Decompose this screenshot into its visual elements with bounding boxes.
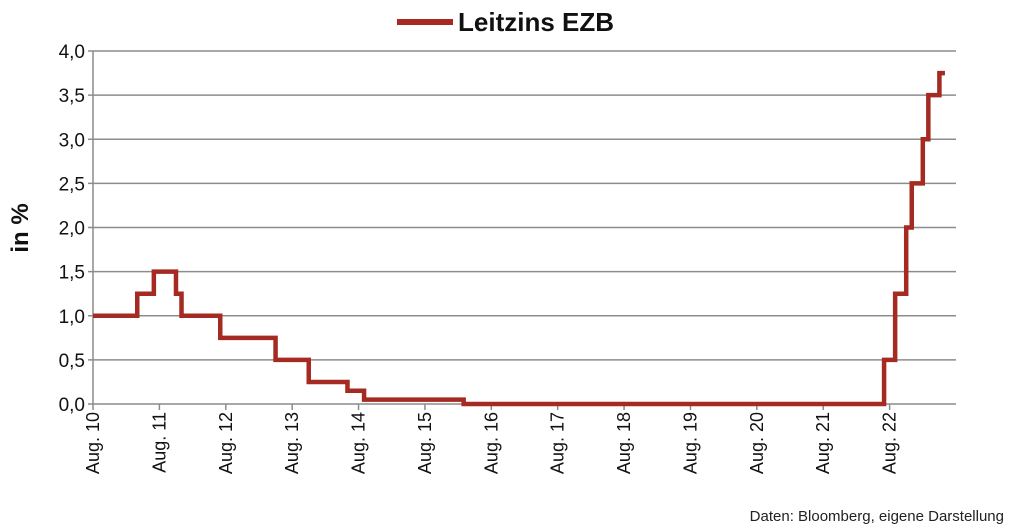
- x-tick-label: Aug. 17: [548, 412, 568, 474]
- gridlines: [93, 50, 956, 361]
- y-tick-label: 1,0: [59, 307, 85, 328]
- x-tick-label: Aug. 12: [216, 412, 236, 474]
- x-tick-label: Aug. 16: [481, 412, 501, 474]
- x-tick-label: Aug. 11: [149, 412, 169, 473]
- y-tick-label: 2,5: [59, 174, 85, 195]
- x-tick-label: Aug. 21: [813, 412, 833, 474]
- x-tick-labels: Aug. 10 Aug. 11 Aug. 12 Aug. 13 Aug. 14 Aug. …: [83, 412, 900, 474]
- x-tick-label: Aug. 10: [83, 412, 103, 474]
- x-tick-label: Aug. 14: [349, 412, 369, 474]
- y-tick-label: 0,5: [59, 351, 85, 372]
- y-tick-labels: 0,0 0,5 1,0 1,5 2,0 2,5 3,0 3,5 4,0: [59, 42, 85, 416]
- y-tick-label: 3,5: [59, 86, 85, 107]
- y-axis-label: in %: [7, 203, 34, 252]
- plot-area: [93, 70, 945, 407]
- y-tick-label: 1,5: [59, 263, 85, 284]
- x-tick-label: Aug. 18: [614, 412, 634, 474]
- series-line-leitzins-ezb: [93, 70, 945, 407]
- x-tick-label: Aug. 22: [880, 412, 900, 474]
- y-tick-label: 2,0: [59, 219, 85, 240]
- legend-label: Leitzins EZB: [458, 7, 614, 37]
- axes: [88, 50, 956, 410]
- y-tick-label: 0,0: [59, 395, 85, 416]
- source-note: Daten: Bloomberg, eigene Darstellung: [749, 508, 1004, 525]
- x-tick-label: Aug. 13: [282, 412, 302, 474]
- x-tick-label: Aug. 20: [747, 412, 767, 474]
- legend: Leitzins EZB: [397, 7, 614, 37]
- x-tick-label: Aug. 19: [680, 412, 700, 474]
- x-tick-label: Aug. 15: [415, 412, 435, 474]
- y-tick-label: 3,0: [59, 130, 85, 151]
- y-tick-label: 4,0: [59, 42, 85, 63]
